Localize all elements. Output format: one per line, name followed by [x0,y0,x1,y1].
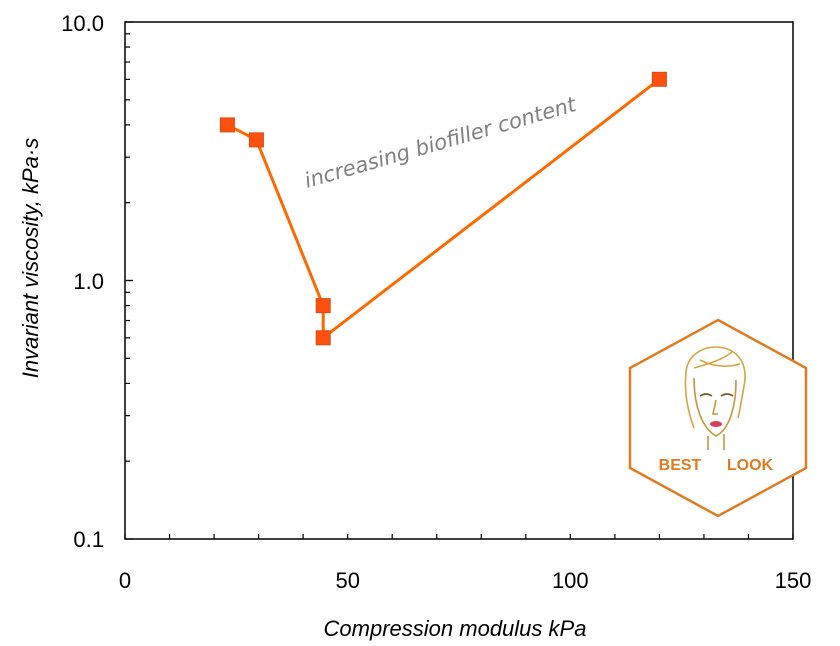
logo-text-best: BEST [659,457,702,474]
series-markers [219,71,667,346]
data-point-1 [248,132,264,148]
logo-hexagon [628,318,808,518]
x-axis-title: Compression modulus kPa [324,616,587,641]
data-point-3 [315,330,331,346]
y-tick-label-0-1: 0.1 [73,527,104,552]
x-tick-label-150: 150 [775,568,812,593]
x-tick-label-100: 100 [552,568,589,593]
data-point-2 [315,298,331,314]
y-axis-title: Invariant viscosity, kPa·s [18,138,43,378]
y-tick-label-1-0: 1.0 [73,269,104,294]
y-axis-ticks [125,21,133,540]
annotation-increasing-biofiller: increasing biofiller content [302,92,580,193]
woman-face-icon [684,346,746,450]
lips-icon [710,421,722,427]
data-point-0 [219,117,235,133]
series-line [226,78,661,340]
best-look-logo: BEST LOOK [628,318,808,518]
x-axis-ticks [124,534,794,539]
x-tick-label-50: 50 [335,568,359,593]
logo-text-look: LOOK [727,457,774,474]
data-point-4 [651,71,667,87]
y-tick-label-10-0: 10.0 [61,11,104,36]
x-tick-label-0: 0 [119,568,131,593]
